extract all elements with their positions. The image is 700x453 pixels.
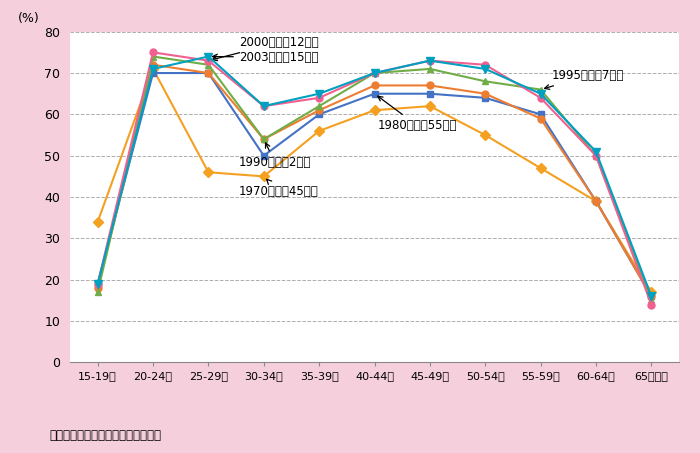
Text: 1970（昭和45）年: 1970（昭和45）年 [239, 179, 318, 198]
Text: 1980（昭和55）年: 1980（昭和55）年 [377, 96, 457, 132]
Text: 資料：総務省統計局『労働力調査』: 資料：総務省統計局『労働力調査』 [49, 429, 161, 443]
Text: 1995（平成7）年: 1995（平成7）年 [545, 69, 624, 89]
Text: 1990（平成2）年: 1990（平成2）年 [239, 143, 312, 169]
Text: 2000（平成12）年: 2000（平成12）年 [213, 36, 318, 61]
Text: (%): (%) [18, 12, 40, 25]
Text: 2003（平成15）年: 2003（平成15）年 [213, 51, 318, 63]
